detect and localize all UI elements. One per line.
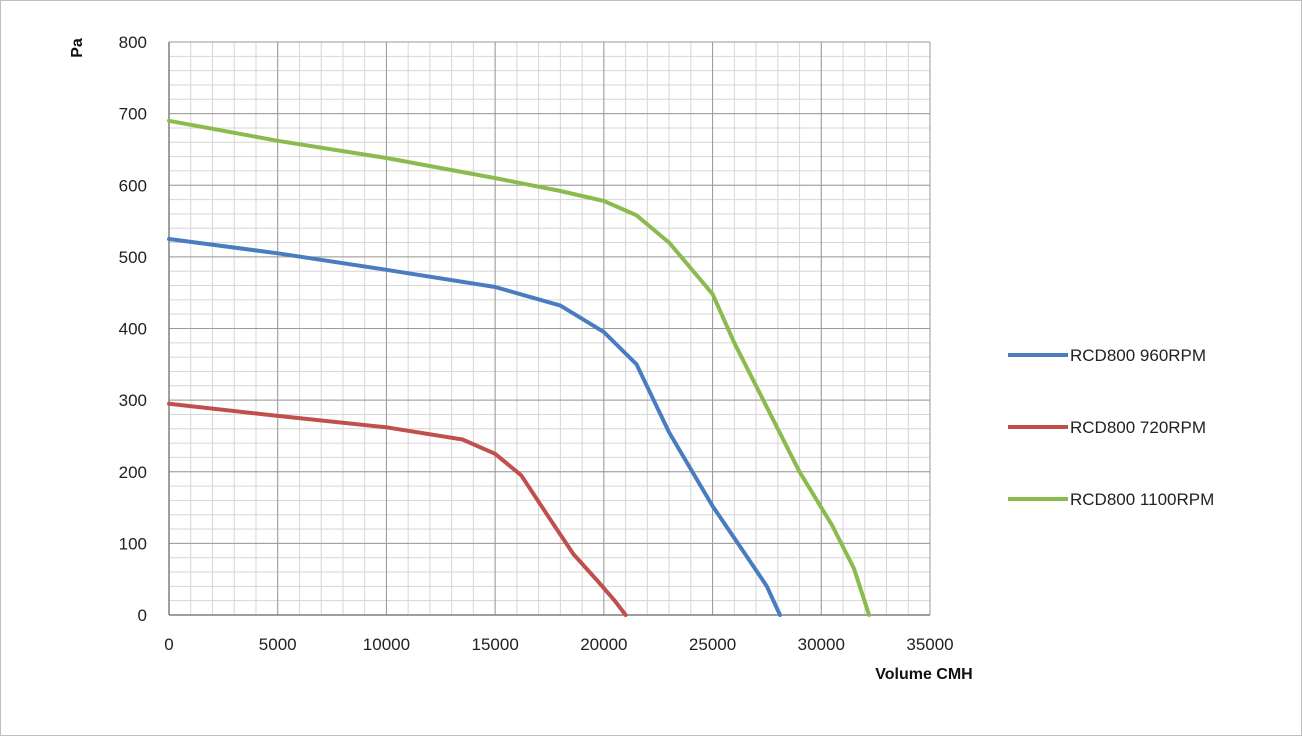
- y-tick-label: 300: [119, 391, 147, 410]
- series-line: [167, 118, 872, 617]
- x-tick-label: 25000: [689, 635, 736, 654]
- y-tick-label: 800: [119, 33, 147, 52]
- legend-label: RCD800 1100RPM: [1070, 490, 1214, 509]
- legend-label: RCD800 960RPM: [1070, 346, 1206, 365]
- y-tick-label: 0: [138, 606, 147, 625]
- x-tick-label: 10000: [363, 635, 410, 654]
- x-tick-label: 20000: [580, 635, 627, 654]
- series-lines: [167, 118, 872, 617]
- x-tick-label: 35000: [906, 635, 953, 654]
- y-axis-title: Pa: [69, 38, 86, 58]
- y-tick-label: 100: [119, 534, 147, 553]
- y-tick-label: 200: [119, 463, 147, 482]
- y-tick-label: 700: [119, 105, 147, 124]
- x-tick-labels: 0 5000 10000 15000 20000 25000 30000 35000: [164, 635, 953, 654]
- y-tick-label: 400: [119, 320, 147, 339]
- legend: RCD800 960RPM RCD800 720RPM RCD800 1100RPM: [1008, 346, 1214, 509]
- x-tick-label: 15000: [472, 635, 519, 654]
- legend-label: RCD800 720RPM: [1070, 418, 1206, 437]
- x-tick-label: 30000: [798, 635, 845, 654]
- major-gridlines: [168, 41, 931, 616]
- axes: [168, 42, 930, 616]
- series-line: [167, 237, 782, 617]
- x-tick-label: 0: [164, 635, 173, 654]
- x-tick-label: 5000: [259, 635, 297, 654]
- x-axis-title: Volume CMH: [875, 666, 972, 683]
- y-tick-label: 600: [119, 176, 147, 195]
- series-line: [167, 401, 628, 617]
- y-tick-label: 500: [119, 248, 147, 267]
- y-tick-labels: 0 100 200 300 400 500 600 700 800: [119, 33, 147, 625]
